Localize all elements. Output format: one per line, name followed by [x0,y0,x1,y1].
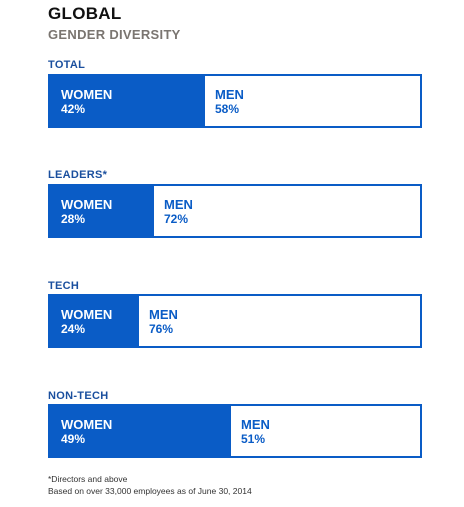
chart-subtitle: GENDER DIVERSITY [48,27,181,42]
chart-title: GLOBAL [48,4,122,23]
women-percent: 42% [61,102,86,116]
stacked-bar-tech: WOMEN 24% MEN 76% [48,294,422,348]
men-percent: 72% [164,212,189,226]
men-label: MEN [149,307,178,322]
category-label-total: TOTAL [48,59,86,71]
men-percent: 51% [241,432,266,446]
men-percent: 58% [215,102,240,116]
women-percent: 49% [61,432,86,446]
women-label: WOMEN [61,87,113,102]
category-label-tech: TECH [48,280,80,292]
men-segment-tech: MEN 76% [139,296,420,346]
women-label: WOMEN [61,307,113,322]
women-segment-leaders: WOMEN 28% [50,186,154,236]
men-label: MEN [241,417,270,432]
category-label-non-tech: NON-TECH [48,390,109,402]
women-label: WOMEN [61,417,113,432]
men-segment-leaders: MEN 72% [154,186,420,236]
women-segment-tech: WOMEN 24% [50,296,139,346]
category-label-leaders: LEADERS* [48,169,108,181]
men-segment-total: MEN 58% [205,76,420,126]
men-segment-non-tech: MEN 51% [231,406,420,456]
men-percent: 76% [149,322,174,336]
stacked-bar-leaders: WOMEN 28% MEN 72% [48,184,422,238]
women-percent: 24% [61,322,86,336]
stacked-bar-non-tech: WOMEN 49% MEN 51% [48,404,422,458]
men-label: MEN [215,87,244,102]
men-label: MEN [164,197,193,212]
footnote-leaders: *Directors and above [48,474,128,484]
women-segment-non-tech: WOMEN 49% [50,406,231,456]
stacked-bar-total: WOMEN 42% MEN 58% [48,74,422,128]
women-label: WOMEN [61,197,113,212]
women-percent: 28% [61,212,86,226]
women-segment-total: WOMEN 42% [50,76,205,126]
footnote-source: Based on over 33,000 employees as of Jun… [48,486,252,496]
